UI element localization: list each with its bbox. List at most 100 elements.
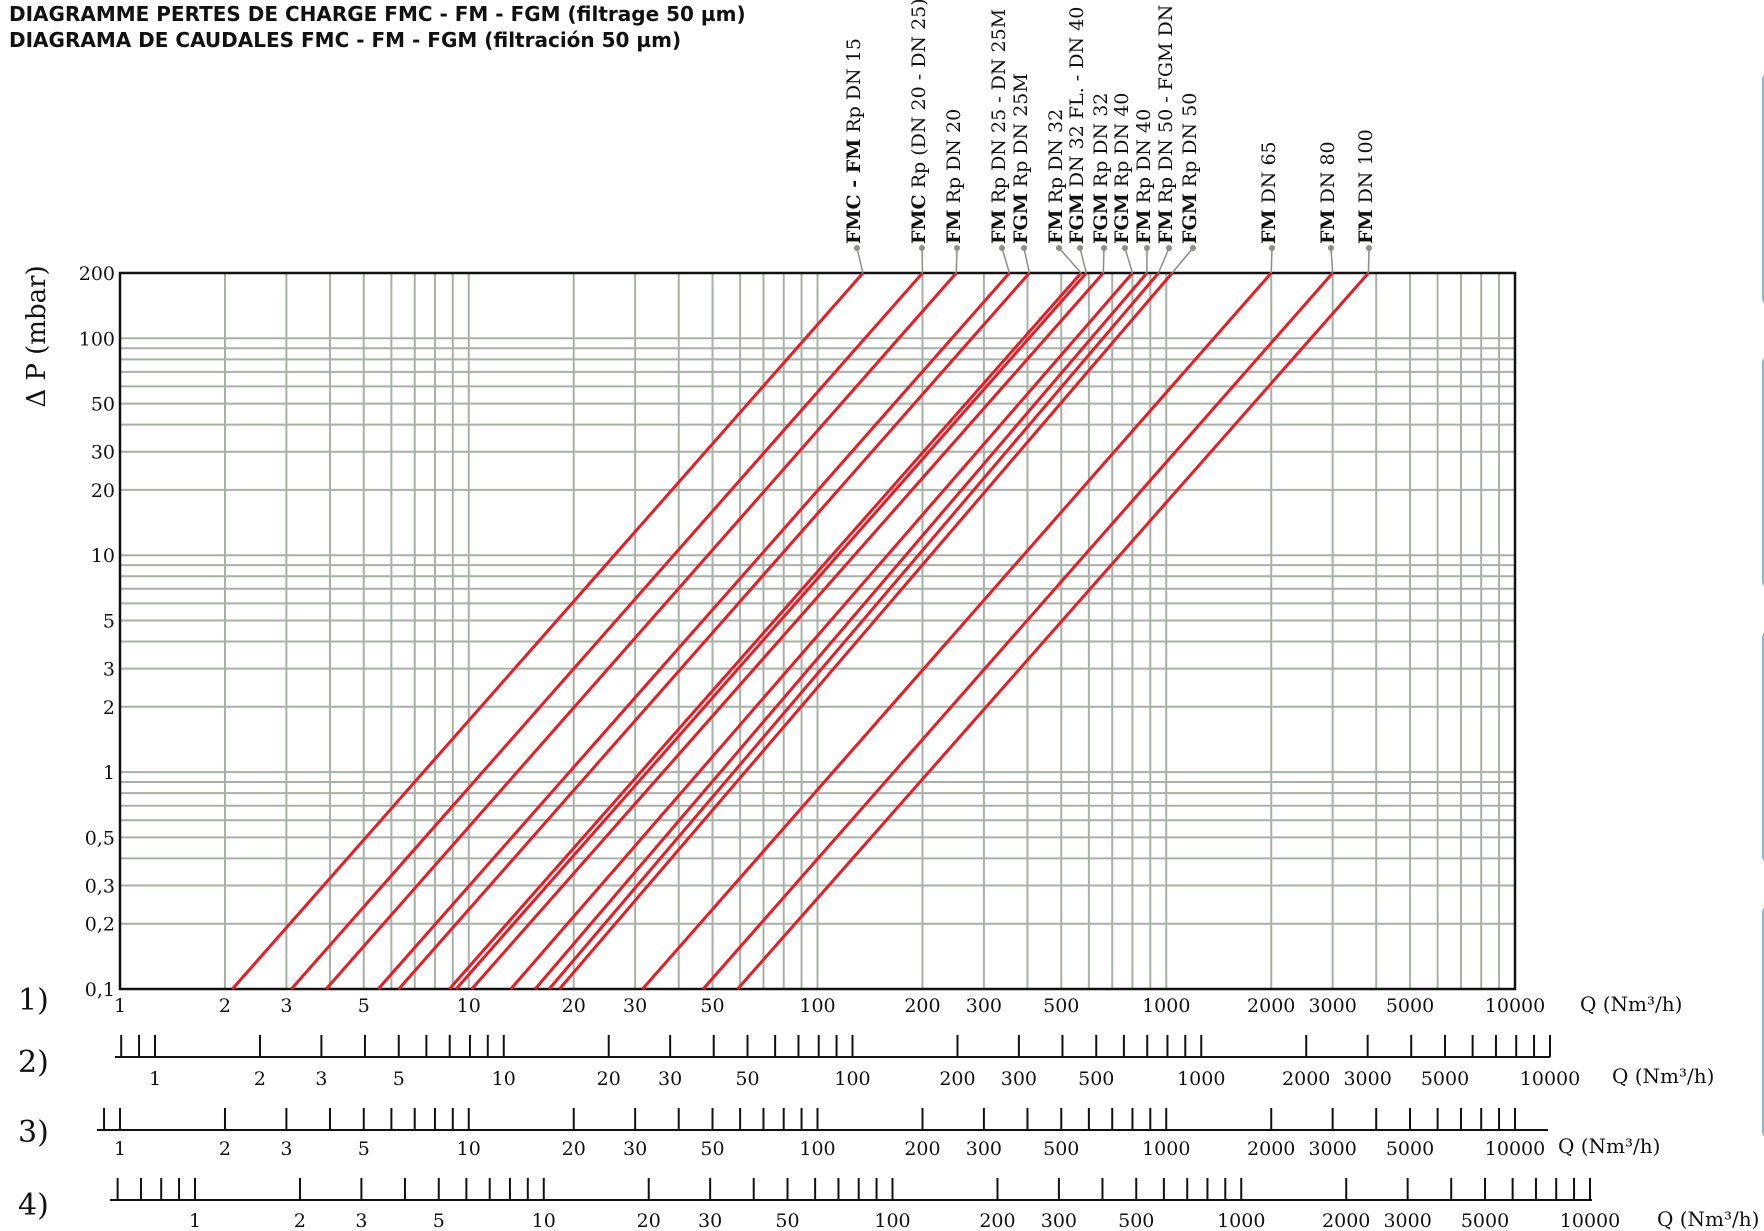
x-tick-label: 30 — [623, 995, 647, 1017]
series-leader-line — [955, 247, 958, 274]
series-line — [736, 272, 1370, 990]
series-leader-line — [1102, 247, 1105, 274]
series-leader-dot — [1122, 245, 1128, 251]
series-line — [533, 272, 1149, 990]
scale-2-unit: Q (Nm³/h) — [1612, 1064, 1714, 1088]
series-leader-dot — [1269, 245, 1275, 251]
chart-title-es: DIAGRAMA DE CAUDALES FMC - FM - FGM (fil… — [9, 28, 682, 52]
series-leader-dot — [1144, 245, 1150, 251]
x-tick-label: 3 — [280, 995, 292, 1017]
x-tick-label: 10000 — [1485, 995, 1545, 1017]
series-label: FM Rp DN 50 - FGM DN 50 FL. — [1155, 0, 1177, 244]
series-line — [558, 272, 1174, 990]
x-tick-label: 10 — [457, 995, 481, 1017]
y-tick-label: 10 — [91, 545, 115, 567]
y-tick-label: 2 — [103, 697, 115, 719]
series-leader-line — [1023, 247, 1031, 274]
scale-4-tick-label: 1000 — [1217, 1210, 1265, 1231]
scale-4-tick-label: 10000 — [1560, 1210, 1620, 1231]
series-label: FM Rp DN 20 — [943, 109, 965, 244]
y-tick-label: 0,1 — [85, 979, 115, 1001]
x-tick-label: 100 — [799, 995, 835, 1017]
scale-3-tick-label: 3000 — [1308, 1138, 1356, 1160]
series-leader-dot — [1366, 245, 1372, 251]
series-line — [325, 272, 958, 990]
chart-title-fr: DIAGRAMME PERTES DE CHARGE FMC - FM - FG… — [9, 2, 746, 26]
y-tick-label: 0,3 — [85, 876, 115, 898]
series-label: FGM Rp DN 25M — [1010, 73, 1032, 244]
y-axis-label: Δ P (mbar) — [22, 265, 52, 407]
scale-3-tick-label: 300 — [966, 1138, 1002, 1160]
series-leader-line — [1001, 247, 1011, 274]
scale-3-tick-label: 2 — [219, 1138, 231, 1160]
series-label: FM DN 100 — [1355, 129, 1377, 244]
scale-2-tick-label: 5 — [393, 1068, 405, 1090]
series-label: FMC - FM Rp DN 15 — [843, 38, 865, 244]
scale-2-tick-label: 100 — [834, 1068, 870, 1090]
scale-2-tick-label: 200 — [939, 1068, 975, 1090]
scale-2-tick-label: 500 — [1078, 1068, 1114, 1090]
scale-2-tick-label: 20 — [597, 1068, 621, 1090]
y-tick-label: 30 — [91, 442, 115, 464]
series-leader-line — [1079, 247, 1088, 274]
scale-4-unit: Q (Nm³/h) — [1657, 1207, 1759, 1231]
series-leader-line — [1058, 247, 1082, 274]
series-label: FGM Rp DN 50 — [1179, 93, 1201, 244]
y-tick-label: 1 — [103, 762, 115, 784]
series-leader-dot — [1056, 245, 1062, 251]
x-axis-label: Q (Nm³/h) — [1580, 992, 1682, 1016]
scale-2-tick-label: 3 — [315, 1068, 327, 1090]
scale-2-tick-label: 300 — [1001, 1068, 1037, 1090]
series-leader-dot — [1166, 245, 1172, 251]
scale-3-tick-label: 500 — [1043, 1138, 1079, 1160]
scale-4-tick-label: 500 — [1118, 1210, 1154, 1231]
x-tick-label: 5 — [358, 995, 370, 1017]
series-leader-dot — [1190, 245, 1196, 251]
series-leader-line — [1270, 247, 1273, 274]
series-line — [509, 272, 1134, 990]
scale-2-tick-label: 10000 — [1520, 1068, 1580, 1090]
x-tick-label: 2 — [219, 995, 231, 1017]
series-line — [470, 272, 1105, 990]
scale-4-tick-label: 10 — [532, 1210, 556, 1231]
plot-frame — [118, 271, 1517, 991]
scale-4-tick-label: 3 — [355, 1210, 367, 1231]
x-tick-label: 5000 — [1386, 995, 1434, 1017]
scale-2-tick-label: 1 — [149, 1068, 161, 1090]
scale-4-tick-label: 200 — [979, 1210, 1015, 1231]
series-line — [397, 272, 1031, 990]
series-leader-line — [1367, 247, 1370, 274]
scale-3-unit: Q (Nm³/h) — [1558, 1134, 1660, 1158]
scale-3-tick-label: 200 — [904, 1138, 940, 1160]
scale-2-tick-label: 30 — [658, 1068, 682, 1090]
series-label: FM DN 65 — [1258, 141, 1280, 244]
series-leader-dot — [954, 245, 960, 251]
series-label: FM DN 80 — [1317, 141, 1339, 244]
scale-3-tick-label: 5000 — [1386, 1138, 1434, 1160]
x-tick-label: 1000 — [1142, 995, 1190, 1017]
y-tick-label: 20 — [91, 480, 115, 502]
series-label: FMC Rp (DN 20 - DN 25) — [908, 0, 930, 244]
series-leader-dot — [1077, 245, 1083, 251]
scale-2-tick-label: 10 — [492, 1068, 516, 1090]
scale-4-tick-label: 1 — [189, 1210, 201, 1231]
y-tick-label: 3 — [103, 659, 115, 681]
y-tick-label: 50 — [91, 394, 115, 416]
x-tick-label: 200 — [904, 995, 940, 1017]
y-tick-label: 0,5 — [85, 827, 115, 849]
scale-4-tick-label: 5000 — [1461, 1210, 1509, 1231]
scale-4-tick-label: 2000 — [1322, 1210, 1370, 1231]
scale-3-tick-label: 5 — [358, 1138, 370, 1160]
scale-2-tick-label: 50 — [735, 1068, 759, 1090]
series-leader-line — [1171, 247, 1194, 274]
scale-3-tick-label: 10 — [457, 1138, 481, 1160]
scale-3-tick-label: 10000 — [1485, 1138, 1545, 1160]
scale-2-tick-label: 5000 — [1421, 1068, 1469, 1090]
scale-2-label: 2) — [18, 1045, 49, 1080]
series-label: FGM Rp DN 40 — [1111, 93, 1133, 244]
scale-2-tick-label: 3000 — [1343, 1068, 1391, 1090]
scale-4-tick-label: 50 — [775, 1210, 799, 1231]
scale-2-tick-label: 2 — [254, 1068, 266, 1090]
scale-3-tick-label: 3 — [280, 1138, 292, 1160]
